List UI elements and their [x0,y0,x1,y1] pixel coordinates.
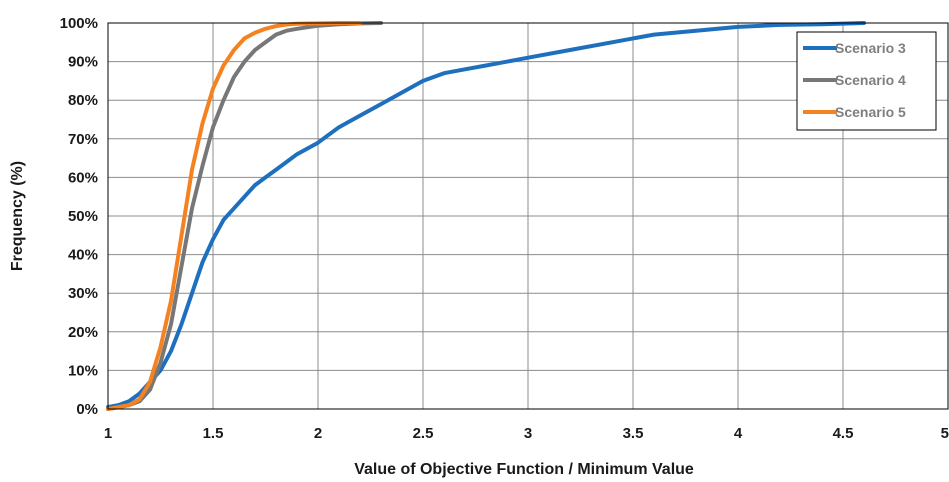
x-axis-title: Value of Objective Function / Minimum Va… [354,461,694,478]
y-tick-label: 50% [68,208,98,225]
x-tick-label: 1.5 [203,425,224,442]
y-axis-title: Frequency (%) [9,161,26,271]
x-tick-label: 4.5 [833,425,854,442]
legend-label-2: Scenario 4 [835,72,906,88]
legend-label-1: Scenario 3 [835,40,906,56]
y-tick-label: 0% [76,401,98,418]
x-tick-label: 5 [941,425,949,442]
legend: Scenario 3 Scenario 4 Scenario 5 [796,31,937,131]
y-tick-labels: 0% 10% 20% 30% 40% 50% 60% 70% 80% 90% 100% [60,15,98,418]
y-tick-label: 30% [68,285,98,302]
x-tick-labels: 1 1.5 2 2.5 3 3.5 4 4.5 5 [104,425,949,442]
legend-label-3: Scenario 5 [835,104,906,120]
x-tick-label: 4 [734,425,743,442]
y-tick-label: 70% [68,131,98,148]
x-tick-label: 3.5 [623,425,644,442]
plot-frame [107,22,949,410]
series-line-3 [106,21,362,411]
y-tick-label: 90% [68,54,98,71]
x-tick-label: 1 [104,425,112,442]
y-tick-label: 20% [68,324,98,341]
x-tick-label: 2.5 [413,425,434,442]
series-layer [106,21,866,411]
y-tick-label: 100% [60,15,98,32]
x-tick-label: 3 [524,425,532,442]
x-tick-label: 2 [314,425,322,442]
y-tick-label: 60% [68,169,98,186]
series-line-1 [106,21,866,410]
series-line-2 [106,21,383,411]
y-tick-label: 80% [68,92,98,109]
y-tick-label: 40% [68,247,98,264]
y-tick-label: 10% [68,362,98,379]
